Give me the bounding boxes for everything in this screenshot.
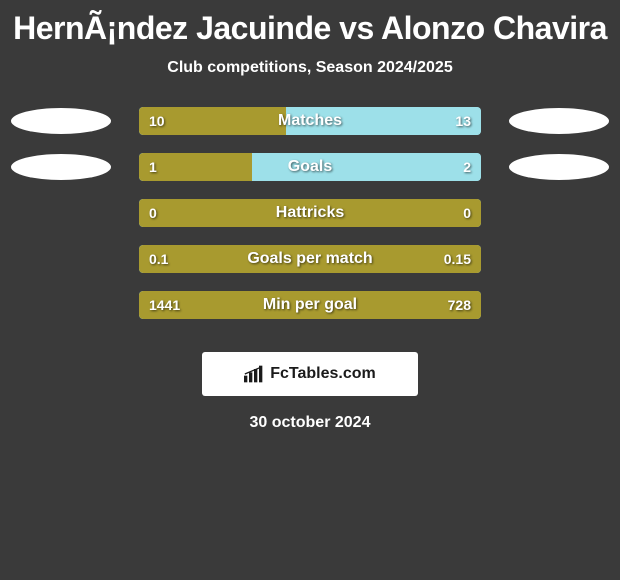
stat-bar: 1 2 Goals [139, 153, 481, 181]
stat-row: 1441 728 Min per goal [0, 291, 620, 319]
stat-value-right: 0.15 [444, 251, 471, 267]
stat-value-left: 0 [149, 205, 157, 221]
stat-row: 0 0 Hattricks [0, 199, 620, 227]
stat-bar: 0 0 Hattricks [139, 199, 481, 227]
player-right-ellipse [509, 108, 609, 134]
stat-label: Goals per match [247, 250, 372, 268]
stat-bar: 0.1 0.15 Goals per match [139, 245, 481, 273]
player-right-ellipse [509, 154, 609, 180]
player-left-ellipse [11, 108, 111, 134]
stat-bar: 1441 728 Min per goal [139, 291, 481, 319]
player-left-ellipse [11, 154, 111, 180]
stat-label: Goals [288, 158, 332, 176]
stat-bar-right-fill [252, 153, 481, 181]
stat-label: Matches [278, 112, 342, 130]
stat-row: 0.1 0.15 Goals per match [0, 245, 620, 273]
stat-value-left: 1 [149, 159, 157, 175]
comparison-container: HernÃ¡ndez Jacuinde vs Alonzo Chavira Cl… [0, 0, 620, 432]
logo-text: FcTables.com [270, 365, 376, 383]
stat-value-right: 728 [448, 297, 471, 313]
bar-chart-icon [244, 365, 264, 383]
stat-value-left: 0.1 [149, 251, 168, 267]
stat-value-left: 1441 [149, 297, 180, 313]
stat-row: 1 2 Goals [0, 153, 620, 181]
page-subtitle: Club competitions, Season 2024/2025 [167, 59, 452, 77]
stat-label: Hattricks [276, 204, 344, 222]
page-title: HernÃ¡ndez Jacuinde vs Alonzo Chavira [13, 10, 607, 47]
stat-row: 10 13 Matches [0, 107, 620, 135]
stat-bar: 10 13 Matches [139, 107, 481, 135]
logo-box[interactable]: FcTables.com [202, 352, 418, 396]
stat-value-right: 2 [463, 159, 471, 175]
stat-value-right: 0 [463, 205, 471, 221]
stat-value-left: 10 [149, 113, 165, 129]
date-label: 30 october 2024 [250, 414, 371, 432]
stat-value-right: 13 [455, 113, 471, 129]
stat-label: Min per goal [263, 296, 357, 314]
stat-rows: 10 13 Matches 1 2 Goals 0 0 Hattricks 0.1 0.15 Goal… [0, 107, 620, 337]
